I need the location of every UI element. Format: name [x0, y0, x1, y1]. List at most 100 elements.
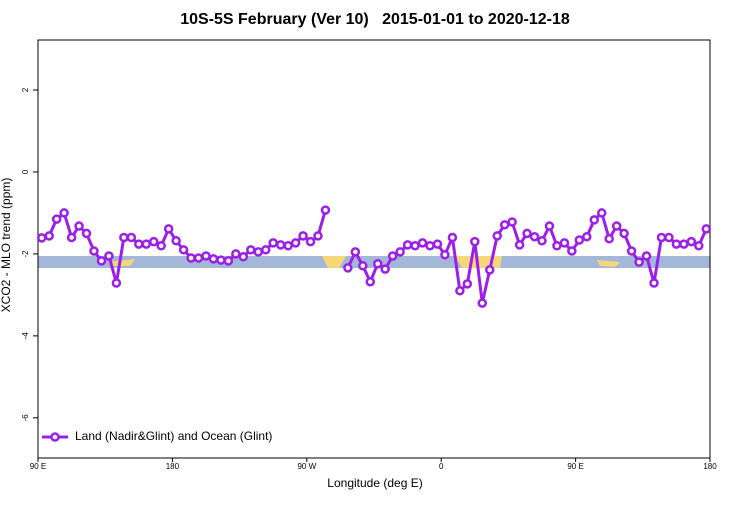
- data-point: [305, 236, 316, 247]
- x-tick-label: 180: [703, 462, 717, 471]
- data-point: [246, 245, 256, 255]
- data-point: [66, 232, 77, 243]
- data-point: [216, 255, 226, 265]
- data-point: [619, 228, 629, 239]
- data-point: [320, 205, 331, 215]
- data-point: [694, 240, 704, 251]
- data-point: [611, 221, 622, 231]
- data-point: [492, 231, 502, 241]
- data-point: [36, 233, 47, 243]
- data-point: [649, 278, 659, 288]
- x-tick-label: 90 E: [567, 462, 583, 471]
- data-point: [238, 252, 249, 262]
- y-tick-label: -6: [21, 414, 30, 422]
- data-point: [552, 240, 562, 251]
- data-point: [81, 228, 92, 239]
- data-point: [417, 238, 428, 248]
- data-point: [484, 265, 495, 275]
- data-point: [402, 240, 413, 250]
- x-tick-label: 0: [439, 462, 444, 471]
- data-point: [290, 238, 301, 248]
- data-point: [656, 232, 667, 243]
- data-point: [589, 215, 600, 225]
- data-point: [671, 239, 682, 249]
- data-point: [514, 240, 525, 250]
- data-point: [604, 234, 614, 244]
- data-point: [365, 277, 376, 287]
- y-tick-label: 0: [21, 169, 30, 174]
- data-point: [559, 238, 570, 248]
- data-point: [298, 231, 308, 241]
- data-point: [686, 236, 697, 247]
- legend-label: Land (Nadir&Glint) and Ocean (Glint): [75, 429, 272, 443]
- data-point: [275, 240, 286, 250]
- data-point: [44, 231, 54, 241]
- data-point: [208, 254, 219, 264]
- data-point: [477, 298, 488, 308]
- data-point: [313, 231, 323, 241]
- data-point: [96, 256, 107, 266]
- x-tick-label: 90 W: [297, 462, 316, 471]
- data-point: [126, 232, 137, 243]
- data-point: [679, 239, 689, 249]
- data-point: [283, 240, 293, 251]
- data-point: [507, 217, 517, 227]
- x-tick-label: 180: [166, 462, 180, 471]
- data-point: [529, 231, 540, 242]
- data-point: [231, 249, 241, 259]
- y-tick-label: -4: [21, 332, 30, 340]
- data-point: [372, 259, 383, 269]
- data-point: [626, 246, 637, 256]
- data-point: [574, 235, 585, 245]
- x-axis-title: Longitude (deg E): [327, 476, 422, 490]
- data-point: [380, 264, 390, 274]
- data-point: [470, 236, 480, 247]
- data-point: [387, 251, 398, 261]
- data-point: [260, 245, 271, 255]
- legend-marker: [50, 432, 60, 442]
- plot-frame: [37, 39, 711, 459]
- data-point: [537, 236, 547, 246]
- data-point: [425, 240, 435, 251]
- data-point: [358, 261, 368, 271]
- data-point: [410, 240, 420, 251]
- data-point: [701, 224, 712, 234]
- data-point: [119, 232, 129, 243]
- data-point: [350, 247, 361, 257]
- data-point: [59, 208, 69, 218]
- data-point: [193, 253, 204, 263]
- data-point: [634, 257, 644, 267]
- data-point: [455, 286, 465, 296]
- data-point: [440, 249, 450, 260]
- data-point: [141, 239, 152, 249]
- data-point: [148, 236, 159, 247]
- data-point: [201, 251, 211, 261]
- chart-title: 10S-5S February (Ver 10) 2015-01-01 to 2…: [180, 11, 570, 28]
- data-point: [664, 232, 674, 243]
- data-point: [111, 278, 122, 288]
- data-point: [582, 231, 592, 242]
- data-point: [462, 279, 473, 289]
- data-point: [343, 263, 353, 273]
- data-point: [156, 240, 166, 251]
- data-point: [395, 247, 405, 257]
- data-point: [522, 228, 532, 239]
- data-point: [641, 251, 652, 261]
- y-tick-label: -2: [21, 250, 30, 258]
- data-point: [186, 253, 196, 263]
- data-point: [499, 220, 510, 230]
- y-axis-title: XCO2 - MLO trend (ppm): [0, 178, 13, 313]
- data-point: [163, 224, 174, 234]
- data-point: [89, 246, 99, 256]
- data-point: [253, 247, 264, 257]
- x-tick-label: 90 E: [30, 462, 46, 471]
- data-point: [178, 245, 189, 255]
- y-tick-label: 2: [21, 87, 30, 92]
- data-point: [74, 221, 84, 231]
- data-point: [544, 221, 555, 231]
- data-point: [447, 232, 458, 243]
- data-point: [104, 251, 114, 261]
- data-point: [134, 239, 144, 249]
- data-point: [51, 214, 62, 224]
